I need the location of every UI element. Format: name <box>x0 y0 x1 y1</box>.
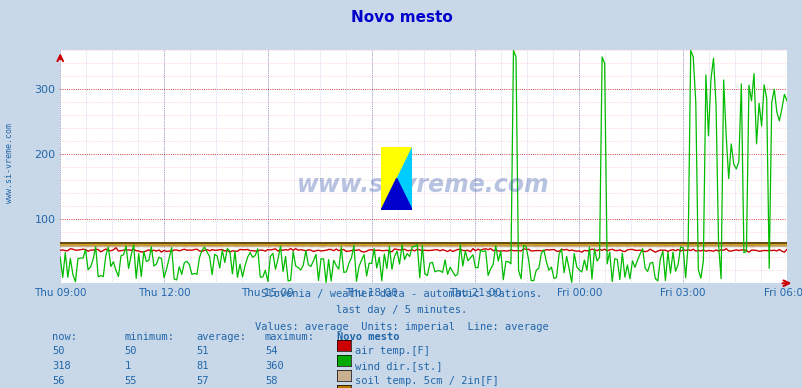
Text: now:: now: <box>52 332 77 342</box>
Text: 58: 58 <box>265 376 277 386</box>
Text: soil temp. 5cm / 2in[F]: soil temp. 5cm / 2in[F] <box>354 376 498 386</box>
Text: minimum:: minimum: <box>124 332 174 342</box>
Text: wind dir.[st.]: wind dir.[st.] <box>354 361 442 371</box>
Text: 55: 55 <box>124 376 137 386</box>
Text: Novo mesto: Novo mesto <box>350 10 452 25</box>
Text: 1: 1 <box>124 361 131 371</box>
Text: www.si-vreme.com: www.si-vreme.com <box>5 123 14 203</box>
Text: maximum:: maximum: <box>265 332 314 342</box>
Polygon shape <box>381 147 411 210</box>
Text: Values: average  Units: imperial  Line: average: Values: average Units: imperial Line: av… <box>254 322 548 332</box>
Polygon shape <box>381 147 411 210</box>
Polygon shape <box>381 178 411 210</box>
Text: average:: average: <box>196 332 246 342</box>
Text: 51: 51 <box>196 346 209 357</box>
Text: www.si-vreme.com: www.si-vreme.com <box>297 173 549 197</box>
Text: 50: 50 <box>52 346 65 357</box>
Text: Slovenia / weather data - automatic stations.: Slovenia / weather data - automatic stat… <box>261 289 541 299</box>
Text: 56: 56 <box>52 376 65 386</box>
Text: air temp.[F]: air temp.[F] <box>354 346 429 357</box>
Text: 54: 54 <box>265 346 277 357</box>
Text: 318: 318 <box>52 361 71 371</box>
Text: 360: 360 <box>265 361 283 371</box>
Text: 50: 50 <box>124 346 137 357</box>
Text: last day / 5 minutes.: last day / 5 minutes. <box>335 305 467 315</box>
Text: Novo mesto: Novo mesto <box>337 332 399 342</box>
Text: 81: 81 <box>196 361 209 371</box>
Text: 57: 57 <box>196 376 209 386</box>
